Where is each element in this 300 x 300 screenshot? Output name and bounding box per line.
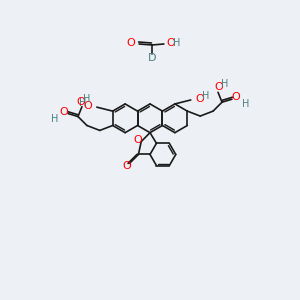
Text: O: O [122, 161, 131, 171]
Text: O: O [60, 106, 68, 117]
Text: O: O [126, 38, 135, 48]
Text: H: H [173, 38, 180, 48]
Text: O: O [196, 94, 204, 104]
Text: D: D [148, 53, 156, 63]
Text: O: O [83, 101, 92, 111]
Text: O: O [232, 92, 240, 102]
Text: H: H [202, 91, 209, 101]
Text: H: H [79, 98, 86, 108]
Text: O: O [167, 38, 176, 48]
Text: O: O [76, 97, 85, 107]
Text: H: H [51, 113, 58, 124]
Text: H: H [242, 99, 249, 109]
Text: O: O [215, 82, 224, 92]
Text: O: O [133, 135, 142, 145]
Text: H: H [83, 94, 91, 104]
Text: H: H [221, 80, 229, 89]
